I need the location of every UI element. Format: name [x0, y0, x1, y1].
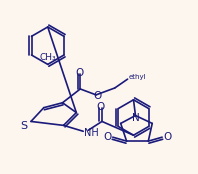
Text: O: O	[97, 102, 105, 112]
Text: O: O	[75, 68, 83, 78]
Text: O: O	[104, 132, 112, 142]
Text: O: O	[163, 132, 171, 142]
Text: O: O	[93, 91, 101, 101]
Text: N: N	[132, 113, 139, 122]
Text: NH: NH	[84, 128, 99, 138]
Text: CH₃: CH₃	[39, 53, 56, 62]
Text: S: S	[21, 121, 28, 131]
Text: ethyl: ethyl	[129, 74, 146, 80]
